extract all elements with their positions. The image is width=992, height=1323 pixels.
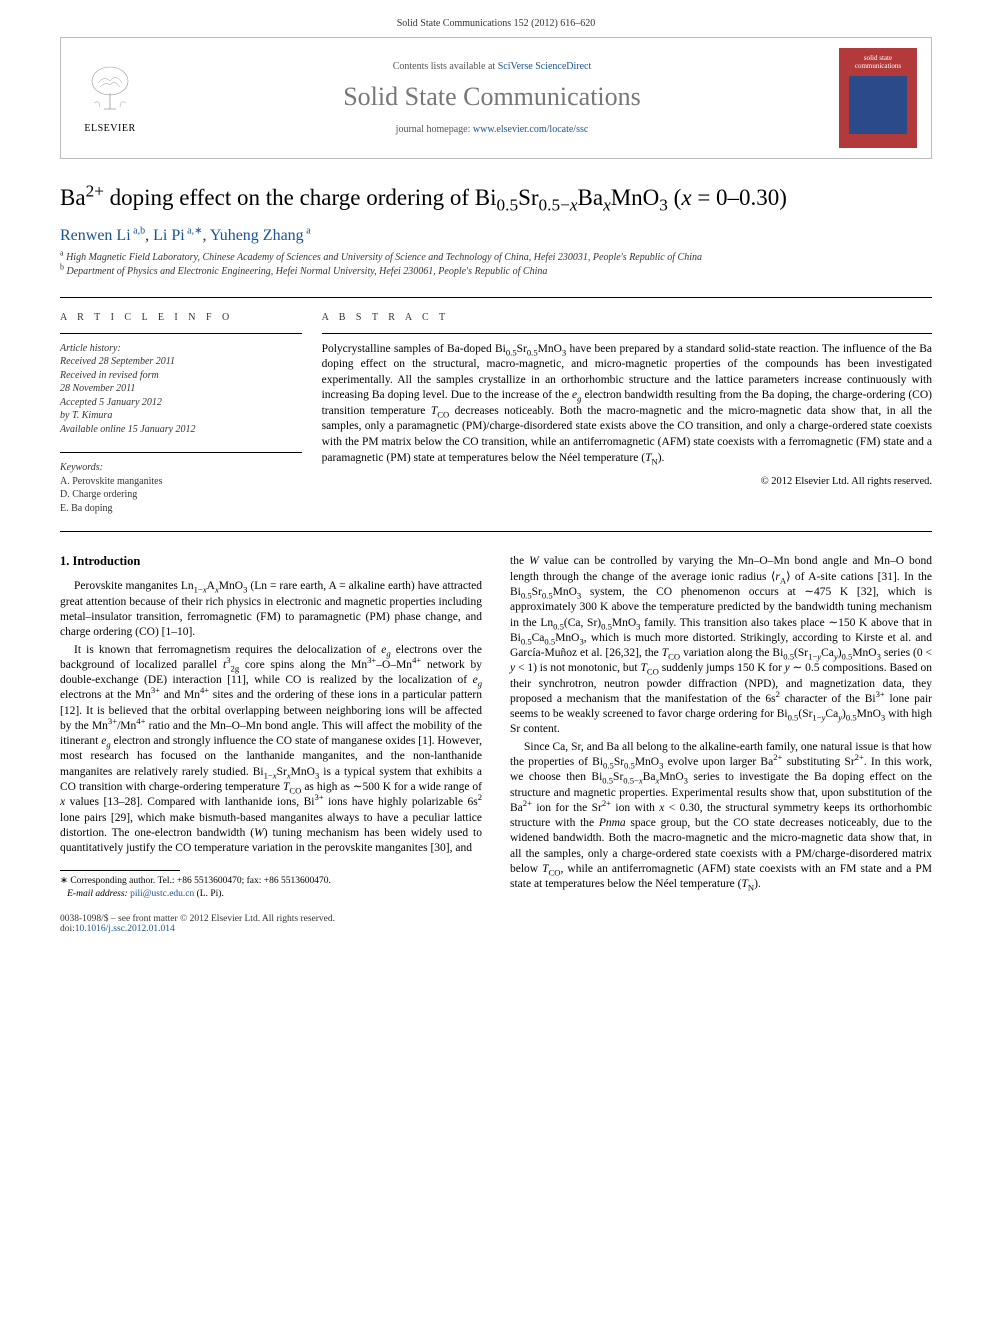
sciencedirect-link[interactable]: SciVerse ScienceDirect — [498, 61, 592, 72]
elsevier-tree-icon — [84, 63, 136, 119]
history-line: Accepted 5 January 2012 — [60, 396, 302, 410]
body-paragraph: It is known that ferromagnetism requires… — [60, 643, 482, 857]
doi-line: doi:10.1016/j.ssc.2012.01.014 — [60, 924, 335, 934]
journal-cover-thumb: solid state communications — [839, 48, 917, 148]
divider — [322, 333, 932, 334]
contents-line: Contents lists available at SciVerse Sci… — [157, 61, 827, 72]
footer-left: 0038-1098/$ – see front matter © 2012 El… — [60, 914, 335, 934]
cover-label-2: communications — [855, 62, 901, 70]
running-head: Solid State Communications 152 (2012) 61… — [0, 0, 992, 37]
history-line: Received 28 September 2011 — [60, 355, 302, 369]
elsevier-label: ELSEVIER — [84, 123, 135, 134]
divider — [60, 333, 302, 334]
journal-header-box: ELSEVIER Contents lists available at Sci… — [60, 37, 932, 159]
contents-prefix: Contents lists available at — [393, 61, 498, 72]
footnote-marker: ∗ — [60, 876, 68, 886]
author-link[interactable]: Yuheng Zhang — [210, 227, 304, 244]
corresponding-footnote: ∗ Corresponding author. Tel.: +86 551360… — [60, 875, 482, 900]
history-line: by T. Kimura — [60, 409, 302, 423]
keyword-item: D. Charge ordering — [60, 488, 302, 502]
doi-link[interactable]: 10.1016/j.ssc.2012.01.014 — [75, 924, 175, 934]
history-line: Available online 15 January 2012 — [60, 423, 302, 437]
keyword-item: A. Perovskite manganites — [60, 475, 302, 489]
body-paragraph: Since Ca, Sr, and Ba all belong to the a… — [510, 740, 932, 893]
abstract-text: Polycrystalline samples of Ba-doped Bi0.… — [322, 342, 932, 466]
affiliations: a High Magnetic Field Laboratory, Chines… — [60, 251, 932, 279]
email-label: E-mail address: — [67, 889, 128, 899]
history-line: 28 November 2011 — [60, 382, 302, 396]
abstract-column: A B S T R A C T Polycrystalline samples … — [322, 312, 932, 516]
column-left: 1. Introduction Perovskite manganites Ln… — [60, 554, 482, 900]
keywords-heading: Keywords: — [60, 461, 302, 475]
corr-author-link[interactable]: ∗ — [194, 227, 202, 244]
history-heading: Article history: — [60, 342, 302, 356]
footnote-rule — [60, 870, 180, 871]
affiliation-a: a High Magnetic Field Laboratory, Chines… — [60, 251, 932, 265]
footnote-text: Corresponding author. Tel.: +86 55136004… — [70, 876, 331, 886]
author-link[interactable]: Li Pi — [153, 227, 185, 244]
history-line: Received in revised form — [60, 369, 302, 383]
issn-line: 0038-1098/$ – see front matter © 2012 El… — [60, 914, 335, 924]
author-link[interactable]: Renwen Li — [60, 227, 131, 244]
article-info-column: A R T I C L E I N F O Article history: R… — [60, 312, 322, 516]
keyword-item: E. Ba doping — [60, 502, 302, 516]
journal-title: Solid State Communications — [157, 82, 827, 112]
article-info-label: A R T I C L E I N F O — [60, 312, 302, 323]
corr-email-link[interactable]: pili@ustc.edu.cn — [130, 889, 194, 899]
email-who: (L. Pi). — [197, 889, 224, 899]
page-footer: 0038-1098/$ – see front matter © 2012 El… — [60, 914, 932, 934]
authors-line: Renwen Li a,b, Li Pi a,∗, Yuheng Zhang a — [60, 227, 932, 245]
abstract-copyright: © 2012 Elsevier Ltd. All rights reserved… — [322, 476, 932, 487]
body-paragraph: the W value can be controlled by varying… — [510, 554, 932, 737]
cover-label-1: solid state — [864, 54, 892, 62]
elsevier-logo: ELSEVIER — [75, 58, 145, 138]
homepage-link[interactable]: www.elsevier.com/locate/ssc — [473, 124, 588, 135]
section-heading: 1. Introduction — [60, 554, 482, 569]
column-right: the W value can be controlled by varying… — [510, 554, 932, 900]
info-abstract-row: A R T I C L E I N F O Article history: R… — [60, 298, 932, 533]
divider — [60, 452, 302, 453]
cover-inner-graphic — [849, 76, 907, 134]
keywords-block: Keywords: A. Perovskite manganites D. Ch… — [60, 461, 302, 515]
body-columns: 1. Introduction Perovskite manganites Ln… — [60, 554, 932, 900]
body-paragraph: Perovskite manganites Ln1−xAxMnO3 (Ln = … — [60, 579, 482, 640]
homepage-line: journal homepage: www.elsevier.com/locat… — [157, 124, 827, 135]
abstract-label: A B S T R A C T — [322, 312, 932, 323]
article-history: Article history: Received 28 September 2… — [60, 342, 302, 437]
homepage-prefix: journal homepage: — [396, 124, 473, 135]
affiliation-b: b Department of Physics and Electronic E… — [60, 265, 932, 279]
article-title: Ba2+ doping effect on the charge orderin… — [60, 183, 932, 213]
journal-header-center: Contents lists available at SciVerse Sci… — [145, 61, 839, 135]
